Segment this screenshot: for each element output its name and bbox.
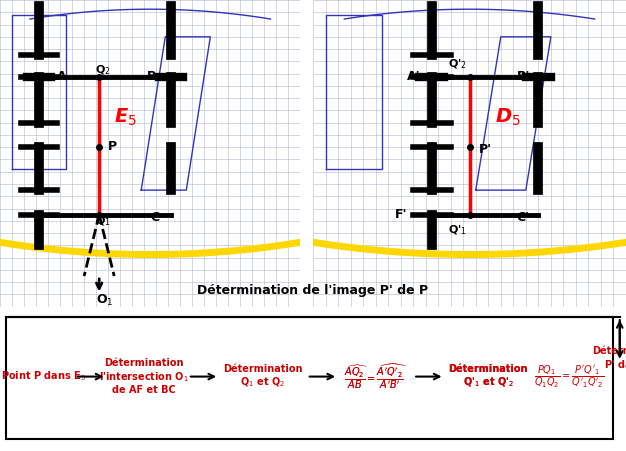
Text: Q'$_2$: Q'$_2$ — [448, 58, 467, 71]
Text: F': F' — [394, 208, 407, 221]
Text: Q$_1$: Q$_1$ — [95, 214, 110, 228]
Text: Q'$_1$: Q'$_1$ — [448, 223, 467, 237]
Text: F: F — [33, 211, 41, 224]
Text: $\dfrac{PQ_1}{Q_1Q_2} = \dfrac{P'Q'_1}{Q'_1Q'_2}$: $\dfrac{PQ_1}{Q_1Q_2} = \dfrac{P'Q'_1}{Q… — [535, 363, 605, 390]
Text: $\dfrac{\widehat{AQ_2}}{AB} = \dfrac{\widehat{A'Q'_2}}{A'B'}$: $\dfrac{\widehat{AQ_2}}{AB} = \dfrac{\wi… — [344, 362, 407, 391]
Text: Détermination
P' dans D$_5$: Détermination P' dans D$_5$ — [593, 346, 626, 372]
Text: B': B' — [516, 70, 530, 83]
FancyBboxPatch shape — [6, 317, 613, 439]
Text: Détermination
l'intersection O$_1$
de AF et BC: Détermination l'intersection O$_1$ de AF… — [99, 358, 189, 395]
Text: P': P' — [479, 143, 492, 156]
Text: Détermination de l'image P' de P: Détermination de l'image P' de P — [197, 285, 429, 297]
Text: D$_5$: D$_5$ — [495, 107, 520, 128]
Text: Détermination
Q$_1$ et Q$_2$: Détermination Q$_1$ et Q$_2$ — [223, 364, 302, 389]
Text: P: P — [108, 140, 117, 153]
Text: A': A' — [407, 70, 421, 83]
Text: $\dfrac{\widehat{AQ_2}}{AB} = \dfrac{\widehat{A'Q'_2}}{A'B'}$: $\dfrac{\widehat{AQ_2}}{AB} = \dfrac{\wi… — [344, 362, 407, 391]
Text: C': C' — [516, 211, 530, 224]
Text: B: B — [147, 70, 156, 83]
Text: A: A — [57, 70, 67, 83]
Text: Détermination
Q'$_1$ et Q'$_2$: Détermination Q'$_1$ et Q'$_2$ — [449, 364, 528, 389]
Text: Q$_2$: Q$_2$ — [95, 64, 110, 78]
Text: C: C — [150, 211, 160, 224]
Text: Détermination
Q'$_1$ et Q'$_2$: Détermination Q'$_1$ et Q'$_2$ — [449, 364, 528, 389]
Text: E$_5$: E$_5$ — [114, 107, 137, 128]
Text: Point P dans E$_5$: Point P dans E$_5$ — [1, 370, 86, 383]
Text: O$_1$: O$_1$ — [96, 293, 114, 308]
